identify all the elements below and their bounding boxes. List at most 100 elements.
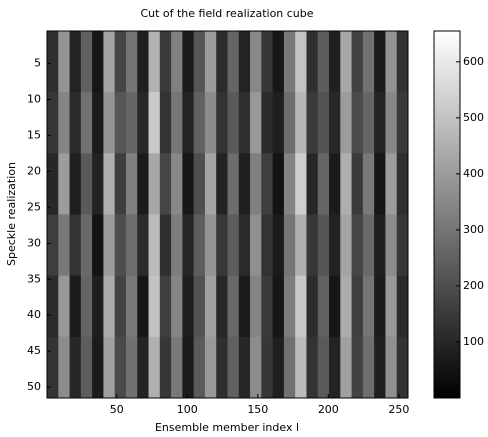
x-tick-label: 200 [318, 403, 339, 416]
heatmap-cell [374, 336, 386, 399]
heatmap-cell [58, 153, 71, 215]
heatmap-cell [340, 92, 353, 154]
colorbar-tick-label: 300 [463, 223, 484, 236]
x-tick-label: 50 [110, 403, 124, 416]
heatmap-cell [204, 214, 217, 277]
heatmap-cell [103, 153, 116, 215]
heatmap-cell [329, 214, 341, 277]
heatmap-cell [58, 31, 71, 93]
heatmap-cell [148, 153, 161, 215]
colorbar-tick-label: 100 [463, 335, 484, 348]
heatmap-cell [317, 153, 330, 215]
heatmap-cell [182, 31, 195, 93]
heatmap-cell [193, 275, 206, 338]
heatmap-cell [351, 275, 364, 338]
heatmap-cell [103, 275, 116, 338]
heatmap-cell [396, 275, 409, 338]
heatmap-cell [204, 153, 217, 215]
heatmap-cell [148, 92, 161, 154]
heatmap-cell [193, 31, 206, 93]
heatmap-cell [351, 92, 364, 154]
heatmap-cell [69, 31, 82, 93]
heatmap-cell [148, 214, 161, 277]
heatmap-cell [306, 92, 319, 154]
heatmap-cell [58, 275, 71, 338]
heatmap-cell [306, 31, 319, 93]
heatmap-cell [227, 92, 240, 154]
heatmap-cell [80, 31, 93, 93]
heatmap-cell [306, 153, 319, 215]
heatmap-cell [283, 214, 296, 277]
axes: 50 100 150 200 250 5 10 15 20 25 30 35 40 45 50 100 200 3… [27, 55, 484, 416]
colorbar-tick-label: 200 [463, 279, 484, 292]
heatmap-cell [295, 31, 307, 93]
heatmap-cell [114, 92, 127, 154]
heatmap-cell [295, 336, 307, 399]
heatmap-cell [171, 275, 183, 338]
heatmap-cell [92, 31, 104, 93]
heatmap-cell [125, 31, 138, 93]
colorbar-tick-label: 400 [463, 167, 484, 180]
heatmap-cell [159, 336, 172, 399]
heatmap-cell [204, 92, 217, 154]
heatmap-cell [137, 31, 150, 93]
heatmap-cell [182, 275, 195, 338]
heatmap-cell [317, 336, 330, 399]
heatmap-cell [69, 336, 82, 399]
heatmap-cell [317, 31, 330, 93]
heatmap-cell [103, 336, 116, 399]
heatmap-cell [250, 275, 262, 338]
heatmap-cell [306, 336, 319, 399]
heatmap-cell [396, 92, 409, 154]
heatmap-cell [137, 336, 150, 399]
heatmap-cell [148, 336, 161, 399]
heatmap-cell [261, 275, 274, 338]
heatmap-cell [80, 214, 93, 277]
heatmap-cell [261, 31, 274, 93]
heatmap-cell [374, 275, 386, 338]
heatmap-cell [103, 92, 116, 154]
heatmap-cell [272, 92, 285, 154]
heatmap-cell [216, 275, 228, 338]
heatmap-cell [114, 153, 127, 215]
heatmap-cell [374, 153, 386, 215]
heatmap-cell [92, 336, 104, 399]
x-tick-label: 250 [388, 403, 409, 416]
heatmap-cell [340, 153, 353, 215]
heatmap-cell [125, 336, 138, 399]
heatmap-cell [295, 92, 307, 154]
heatmap-cell [272, 214, 285, 277]
colorbar-tick-label: 600 [463, 55, 484, 68]
heatmap-cell [283, 275, 296, 338]
heatmap-cell [182, 92, 195, 154]
heatmap-cell [204, 31, 217, 93]
heatmap-cell [340, 336, 353, 399]
heatmap-cell [47, 275, 59, 338]
heatmap-cell [80, 275, 93, 338]
heatmap-cell [114, 336, 127, 399]
heatmap-cell [227, 214, 240, 277]
heatmap-cell [283, 31, 296, 93]
heatmap-cell [204, 336, 217, 399]
heatmap-cell [216, 153, 228, 215]
heatmap-cell [329, 92, 341, 154]
heatmap-cell [396, 31, 409, 93]
heatmap-cell [114, 275, 127, 338]
heatmap-cell [171, 214, 183, 277]
heatmap-cell [250, 92, 262, 154]
heatmap-cell [92, 153, 104, 215]
y-tick-label: 25 [27, 200, 41, 213]
y-tick-label: 5 [34, 56, 41, 69]
heatmap-cell [362, 153, 375, 215]
heatmap-cell [295, 214, 307, 277]
heatmap-cell [69, 92, 82, 154]
heatmap-cell [80, 92, 93, 154]
heatmap-cell [227, 153, 240, 215]
heatmap-cell [137, 153, 150, 215]
heatmap-cell [374, 92, 386, 154]
heatmap-cell [125, 275, 138, 338]
chart-title: Cut of the field realization cube [140, 7, 313, 20]
heatmap-cell [272, 153, 285, 215]
heatmap-cell [238, 214, 251, 277]
